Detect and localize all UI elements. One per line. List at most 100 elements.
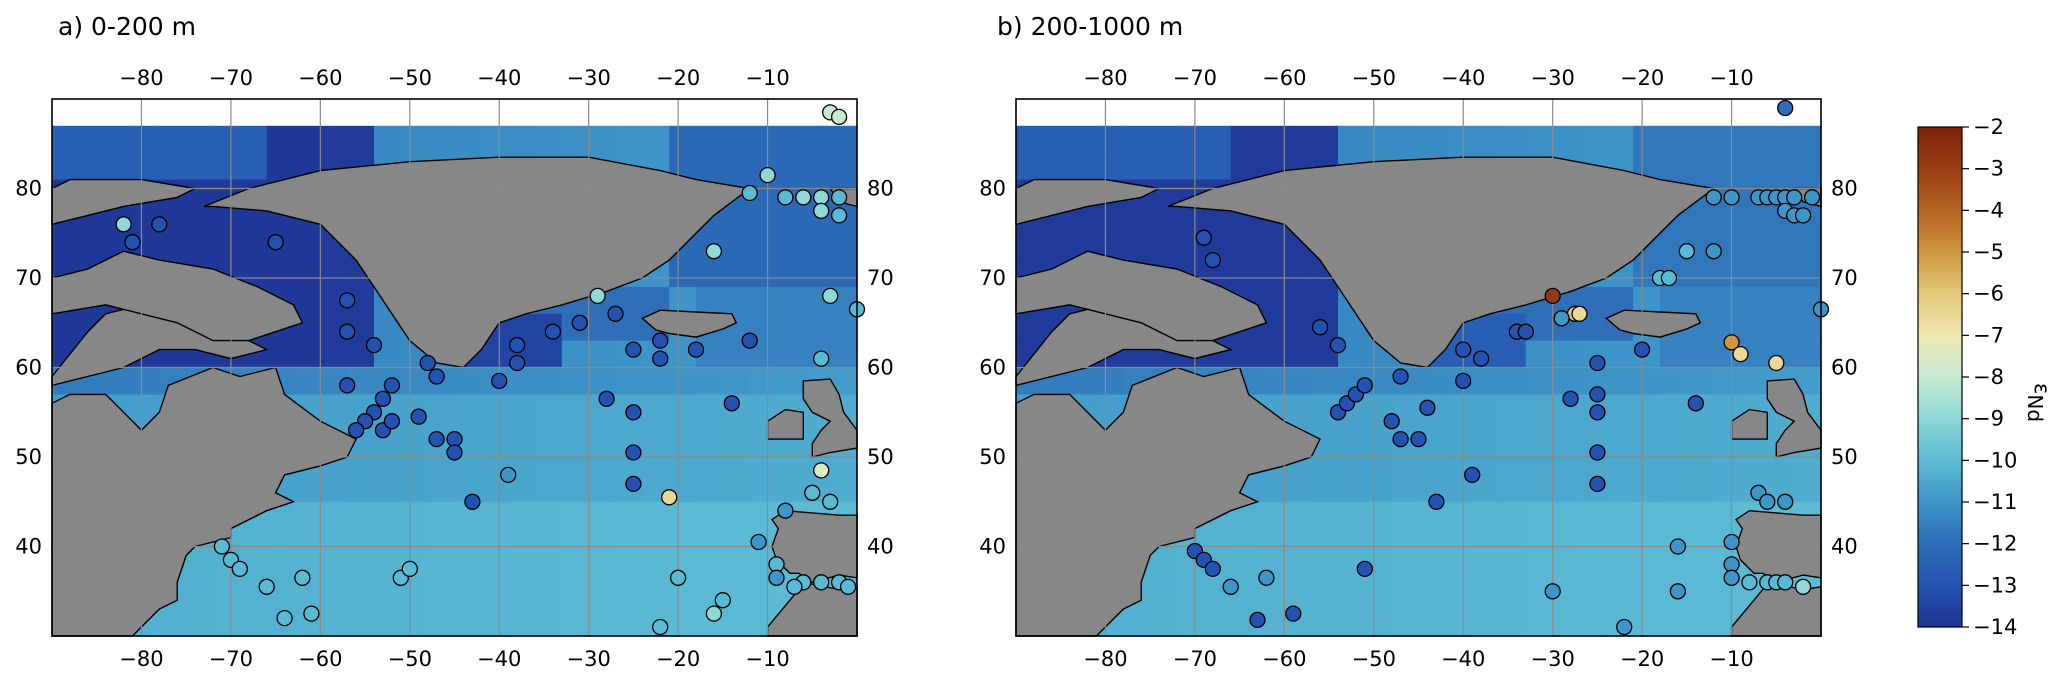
field-cell	[749, 501, 778, 530]
field-cell	[1579, 582, 1607, 610]
field-cell	[642, 394, 670, 422]
field-cell	[1740, 313, 1768, 342]
field-cell	[1686, 125, 1715, 154]
field-cell	[1445, 501, 1473, 530]
field-cell	[1257, 125, 1285, 154]
field-cell	[535, 448, 563, 476]
lon-tick-top: −80	[119, 66, 163, 90]
sample-point	[589, 287, 606, 305]
sample-point	[750, 533, 767, 551]
lon-tick-top: −20	[1620, 66, 1664, 90]
field-cell	[803, 260, 831, 288]
field-cell	[508, 394, 536, 422]
lat-tick-left: 50	[15, 445, 42, 469]
field-cell	[1767, 313, 1795, 342]
sample-point	[813, 350, 830, 367]
sample-point	[446, 444, 463, 461]
field-cell	[749, 448, 778, 476]
sample-point	[1678, 243, 1695, 260]
field-cell	[696, 286, 724, 315]
field-cell	[588, 609, 617, 637]
field-cell	[1338, 125, 1366, 154]
field-cell	[1177, 582, 1205, 610]
field-cell	[561, 367, 590, 395]
field-cell	[427, 528, 456, 557]
field-cell	[1686, 421, 1715, 449]
sample-point	[714, 592, 731, 609]
sample-point	[822, 287, 839, 305]
lon-tick-bottom: −80	[1083, 647, 1127, 671]
field-cell	[830, 260, 858, 288]
field-cell	[1686, 340, 1715, 369]
sample-point	[419, 354, 436, 372]
field-cell	[1311, 448, 1339, 476]
field-cell	[105, 125, 134, 154]
field-cell	[1445, 582, 1473, 610]
sample-point	[1562, 390, 1579, 407]
sample-point	[1768, 354, 1785, 372]
field-cell	[159, 233, 187, 261]
field-cell	[1391, 501, 1420, 530]
field-cell	[1633, 474, 1661, 503]
field-cell	[749, 125, 778, 154]
sample-point	[508, 354, 526, 372]
field-cell	[454, 528, 482, 557]
field-cell	[347, 582, 375, 610]
field-cell	[1499, 609, 1527, 637]
sample-point	[1544, 583, 1561, 600]
sample-point	[1383, 413, 1400, 430]
field-cell	[454, 125, 482, 154]
sample-point	[1633, 341, 1651, 358]
panel-a-title: a) 0-200 m	[58, 12, 196, 41]
lon-tick-top: −50	[388, 66, 432, 90]
sample-point	[401, 560, 418, 578]
sample-point	[1660, 269, 1678, 287]
sample-point	[687, 341, 705, 358]
field-cell	[1740, 448, 1768, 476]
field-cell	[1525, 555, 1554, 583]
field-cell	[696, 474, 724, 503]
field-cell	[1123, 206, 1151, 234]
field-cell	[1552, 448, 1581, 476]
field-cell	[132, 367, 160, 395]
field-cell	[1552, 125, 1581, 154]
field-cell	[427, 125, 456, 154]
field-cell	[186, 582, 214, 610]
field-cell	[1069, 125, 1098, 154]
sample-point	[1589, 444, 1606, 461]
field-cell	[1364, 582, 1393, 610]
sample-point	[1204, 251, 1221, 269]
field-cell	[400, 125, 429, 154]
lon-tick-bottom: −70	[1173, 647, 1217, 671]
field-cell	[293, 582, 321, 610]
field-cell	[347, 125, 375, 154]
field-cell	[1686, 152, 1715, 181]
sample-point	[1419, 399, 1436, 416]
field-cell	[1230, 340, 1259, 369]
field-cell	[1338, 609, 1366, 637]
field-cell	[1311, 582, 1339, 610]
sample-point	[1723, 189, 1740, 206]
field-cell	[1096, 125, 1124, 154]
lat-tick-right: 70	[1831, 266, 1858, 290]
field-cell	[1660, 286, 1688, 315]
field-cell	[1660, 152, 1688, 181]
field-cell	[213, 125, 241, 154]
field-cell	[427, 501, 456, 530]
field-cell	[803, 152, 831, 181]
field-cell	[1713, 125, 1742, 154]
sample-point	[1204, 560, 1221, 578]
sample-point	[508, 336, 526, 354]
lat-tick-left: 80	[15, 177, 42, 201]
field-cell	[1579, 528, 1607, 557]
lon-tick-bottom: −80	[119, 647, 163, 671]
field-cell	[1794, 233, 1822, 261]
field-cell	[776, 474, 804, 503]
field-cell	[749, 233, 778, 261]
sample-point	[625, 404, 642, 421]
field-cell	[186, 152, 214, 181]
field-cell	[1284, 501, 1312, 530]
sample-point	[1803, 189, 1821, 206]
lon-tick-bottom: −10	[745, 647, 789, 671]
field-cell	[293, 528, 321, 557]
